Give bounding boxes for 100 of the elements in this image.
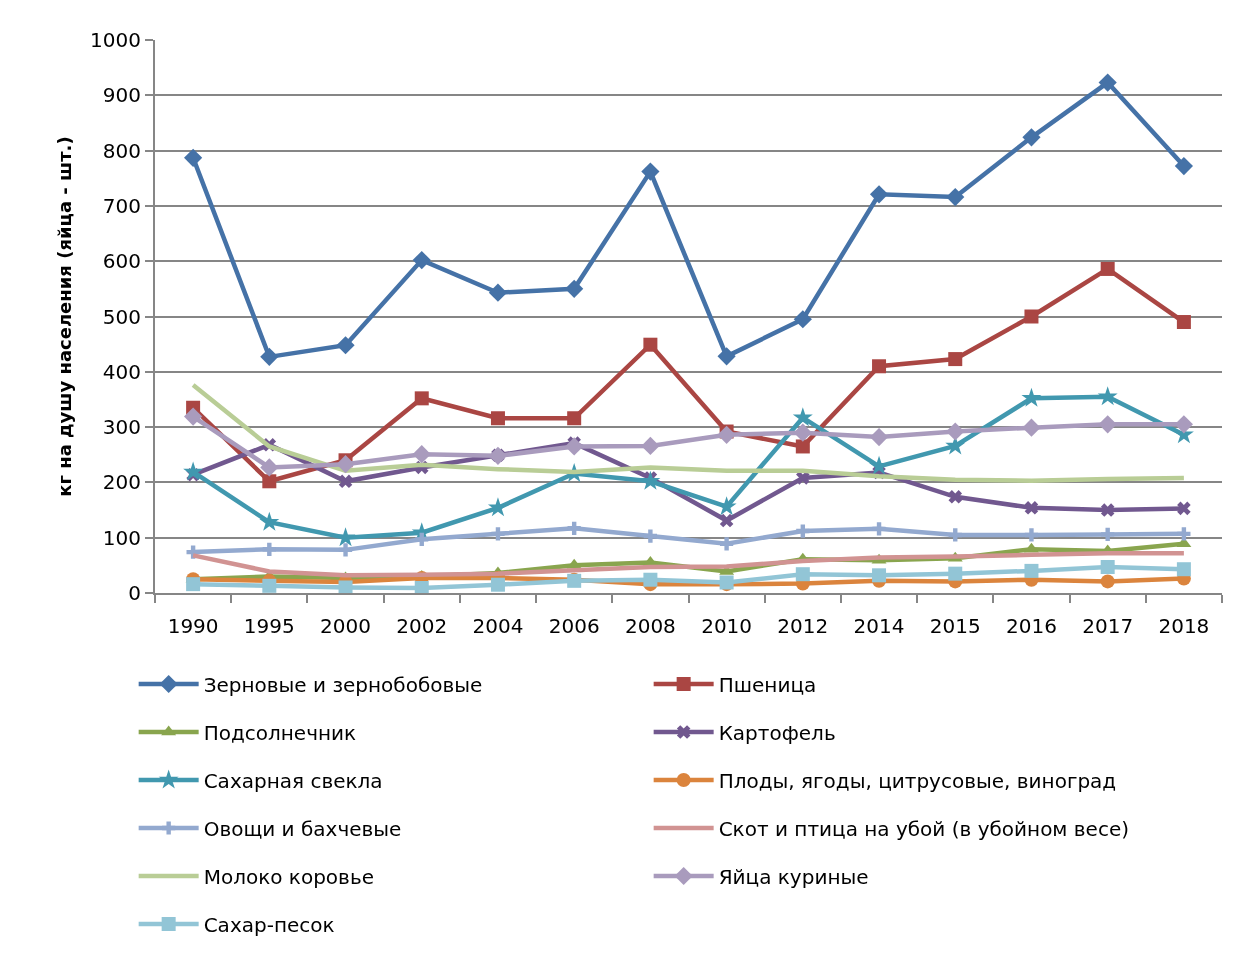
y-tick-label: 400 bbox=[102, 359, 141, 384]
point bbox=[643, 337, 658, 352]
point bbox=[567, 411, 582, 426]
point bbox=[186, 577, 201, 592]
point bbox=[869, 427, 889, 447]
x-tick-label: 1990 bbox=[167, 614, 219, 638]
point bbox=[872, 568, 887, 583]
point bbox=[1022, 128, 1041, 147]
legend-label: Подсолнечник bbox=[203, 720, 357, 745]
point bbox=[946, 187, 965, 207]
line-series bbox=[190, 382, 1187, 483]
point bbox=[338, 474, 353, 489]
point bbox=[872, 522, 886, 536]
point bbox=[872, 359, 887, 374]
point bbox=[414, 391, 429, 406]
point bbox=[946, 422, 965, 441]
y-tick-label: 0 bbox=[128, 581, 141, 605]
point bbox=[1176, 562, 1191, 577]
point bbox=[796, 524, 810, 538]
point bbox=[1177, 527, 1191, 541]
point bbox=[719, 513, 734, 528]
point bbox=[1176, 315, 1191, 330]
legend-label: Картофель bbox=[718, 720, 836, 745]
point bbox=[1101, 527, 1115, 541]
point bbox=[490, 577, 505, 592]
point bbox=[640, 470, 661, 490]
point bbox=[641, 162, 660, 181]
point bbox=[259, 511, 280, 531]
point bbox=[1024, 563, 1039, 578]
x-tick-label: 2012 bbox=[777, 614, 829, 638]
point bbox=[183, 461, 204, 481]
x-tick-label: 1995 bbox=[243, 614, 295, 638]
point bbox=[184, 148, 203, 167]
point bbox=[336, 336, 355, 355]
point bbox=[565, 279, 584, 298]
x-tick-label: 2006 bbox=[548, 614, 600, 638]
point bbox=[412, 250, 431, 270]
point bbox=[717, 425, 736, 444]
point bbox=[1174, 156, 1193, 176]
y-tick-label: 900 bbox=[102, 83, 141, 108]
point bbox=[1100, 261, 1115, 276]
point bbox=[491, 527, 505, 541]
y-tick-label: 600 bbox=[102, 249, 141, 274]
point bbox=[1098, 73, 1117, 92]
point bbox=[262, 474, 277, 489]
point bbox=[1024, 501, 1039, 515]
point bbox=[262, 578, 277, 593]
point bbox=[796, 471, 810, 485]
point bbox=[1177, 501, 1191, 516]
point bbox=[641, 436, 660, 455]
point bbox=[795, 439, 810, 454]
legend-label: Сахарная свекла bbox=[203, 768, 383, 793]
point bbox=[793, 310, 812, 329]
point bbox=[948, 352, 963, 367]
point bbox=[643, 572, 658, 587]
point bbox=[262, 542, 276, 556]
y-tick-label: 200 bbox=[102, 470, 141, 495]
legend-label: Пшеница bbox=[718, 672, 817, 697]
point bbox=[415, 532, 429, 546]
legend-label: Скот и птица на убой (в убойном весе) bbox=[718, 816, 1130, 841]
point bbox=[869, 185, 889, 204]
point bbox=[1024, 309, 1039, 324]
point bbox=[1024, 528, 1039, 542]
x-tick-label: 2017 bbox=[1082, 614, 1134, 638]
point bbox=[260, 347, 279, 366]
point bbox=[1097, 386, 1118, 406]
point bbox=[643, 529, 657, 543]
x-tick-label: 2016 bbox=[1006, 614, 1057, 638]
point bbox=[793, 423, 812, 442]
y-tick-label: 1000 bbox=[90, 28, 141, 52]
legend-label: Овощи и бахчевые bbox=[203, 816, 402, 841]
legend-label: Яйца куриные bbox=[718, 864, 869, 889]
x-tick-label: 2000 bbox=[320, 614, 371, 638]
x-tick-label: 2010 bbox=[701, 614, 753, 638]
point bbox=[795, 567, 810, 582]
y-tick-label: 800 bbox=[102, 138, 141, 163]
point bbox=[487, 497, 508, 517]
x-tick-label: 2002 bbox=[396, 614, 448, 638]
y-tick-label: 300 bbox=[102, 415, 141, 440]
point bbox=[717, 347, 736, 366]
legend-label: Зерновые и зернобобовые bbox=[203, 672, 483, 697]
point bbox=[792, 407, 813, 427]
point bbox=[412, 445, 431, 464]
point bbox=[260, 458, 279, 477]
point bbox=[490, 411, 505, 426]
point bbox=[567, 521, 581, 535]
y-axis-title: кг на душу населения (яйца - шт.) bbox=[53, 136, 75, 497]
point bbox=[338, 543, 353, 557]
point bbox=[184, 407, 203, 426]
point bbox=[948, 528, 962, 542]
x-tick-label: 2015 bbox=[929, 614, 981, 638]
x-tick-label: 2014 bbox=[853, 614, 905, 638]
point bbox=[720, 537, 734, 551]
point bbox=[948, 566, 963, 581]
legend-label: Плоды, ягоды, цитрусовые, виноград bbox=[718, 768, 1117, 793]
x-tick-label: 2018 bbox=[1158, 614, 1210, 638]
point bbox=[1100, 560, 1115, 575]
point bbox=[1098, 415, 1117, 434]
point bbox=[336, 455, 355, 474]
x-tick-label: 2004 bbox=[472, 614, 524, 638]
